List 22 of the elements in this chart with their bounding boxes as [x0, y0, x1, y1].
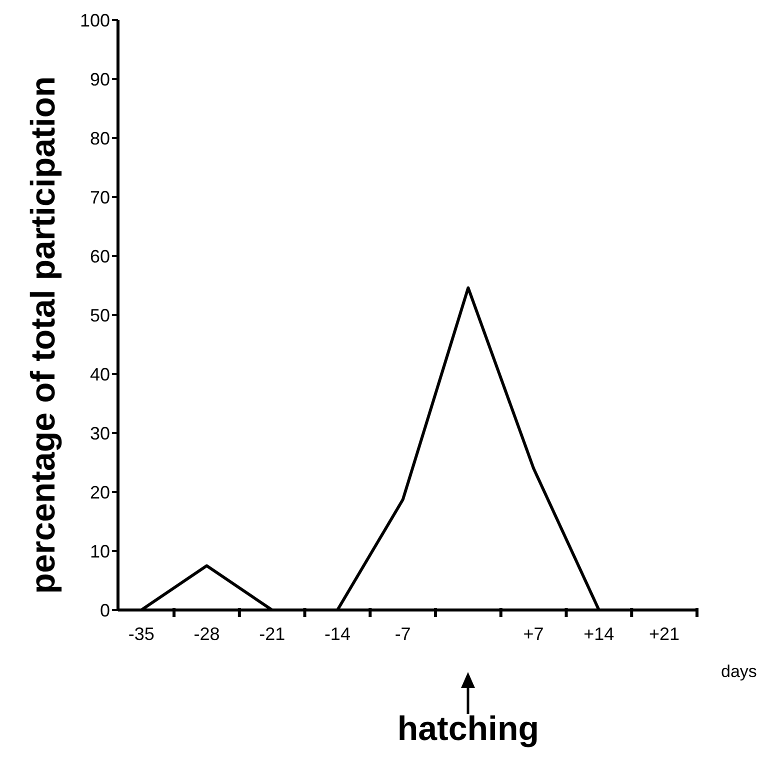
- y-tick-label: 20: [90, 482, 110, 502]
- x-tick-label: -21: [259, 624, 286, 644]
- y-tick-label: 0: [100, 600, 110, 620]
- x-tick-label: -7: [394, 624, 411, 644]
- y-tick-label: 70: [90, 187, 110, 208]
- y-tick-label: 100: [80, 10, 110, 30]
- x-tick-label: -35: [128, 624, 154, 644]
- x-tick-label: +14: [584, 624, 614, 644]
- y-axis-title: percentage of total participation: [24, 76, 64, 594]
- y-tick-label: 10: [90, 541, 110, 562]
- x-tick-label: +21: [649, 624, 680, 644]
- y-tick-label: 60: [90, 246, 110, 266]
- y-tick-label: 50: [90, 305, 110, 326]
- y-tick-label: 40: [90, 364, 110, 384]
- x-tick-label: +7: [523, 624, 544, 644]
- text: hatching: [397, 710, 540, 749]
- y-tick-label: 80: [90, 128, 110, 148]
- x-tick-label: -28: [194, 624, 220, 644]
- y-tick-label: 30: [90, 423, 110, 444]
- y-tick-label: 90: [90, 69, 110, 90]
- x-tick-label: -14: [324, 624, 350, 644]
- x-axis-title: days: [721, 662, 757, 682]
